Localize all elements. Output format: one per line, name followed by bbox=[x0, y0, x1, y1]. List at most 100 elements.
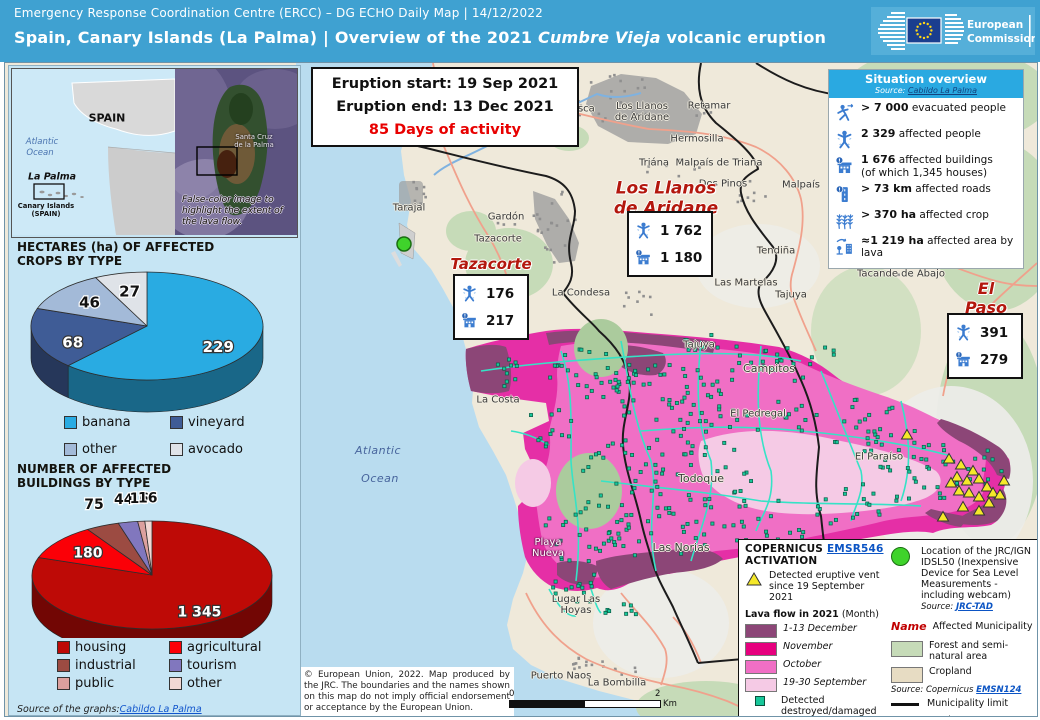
lava-nov-swatch bbox=[745, 641, 777, 656]
svg-text:180: 180 bbox=[73, 545, 102, 561]
affected-people-icon bbox=[954, 323, 973, 342]
affected-lava-area-icon bbox=[834, 236, 855, 257]
tazacorte-buildings-count: 217 bbox=[486, 312, 515, 329]
affected-people-icon bbox=[834, 129, 855, 150]
legend-damaged-building: Detected destroyed/damaged building and/… bbox=[745, 695, 887, 716]
el-paso-stat-box: 391 279 bbox=[947, 313, 1023, 379]
map-place-label: Tarajal bbox=[392, 202, 426, 214]
affected-buildings-icon bbox=[460, 311, 479, 330]
lava-nov: November bbox=[745, 641, 887, 656]
crops-chart-title: HECTARES (ha) OF AFFECTED CROPS BY TYPE bbox=[17, 240, 215, 269]
la-palma-label: La Palma bbox=[27, 171, 77, 183]
legend-idsl: Location of the JRC/IGN IDSL50 (Inexpens… bbox=[891, 546, 1033, 613]
tourism-swatch bbox=[169, 659, 182, 672]
legend-municipality-name: Name Affected Municipality bbox=[891, 619, 1033, 633]
affected-buildings-icon bbox=[954, 350, 973, 369]
affected-people-icon bbox=[460, 284, 479, 303]
map-place-label: Los Llanos de Aridane bbox=[614, 100, 670, 123]
eruption-days: 85 Days of activity bbox=[368, 122, 522, 138]
cabildo-la-palma-link[interactable]: Cabildo La Palma bbox=[119, 704, 202, 715]
map-place-label: Tazacorte bbox=[474, 233, 522, 245]
main-map: PuertoTarajalGardónTazacorteLos Llanos d… bbox=[4, 62, 1038, 717]
eruption-start: Eruption start: 19 Sep 2021 bbox=[331, 76, 559, 92]
idsl50-icon bbox=[891, 547, 910, 566]
map-place-label: Triána bbox=[638, 157, 670, 169]
tazacorte-stat-box: 176 217 bbox=[453, 274, 529, 340]
affected-roads-icon bbox=[834, 184, 855, 205]
lava-flow-legend-title: Lava flow in 2021 (Month) bbox=[745, 608, 880, 620]
map-place-label: El Paraíso bbox=[854, 451, 904, 463]
map-place-label: Dos Pinos bbox=[698, 178, 748, 190]
municipality-limit-icon bbox=[891, 703, 919, 707]
left-panel: SPAIN Atlantic Ocean La Palma Canary Isl… bbox=[8, 65, 301, 716]
lava-dec-swatch bbox=[745, 623, 777, 638]
industrial-swatch bbox=[57, 659, 70, 672]
legend-cropland: Cropland bbox=[891, 666, 1033, 684]
svg-text:27: 27 bbox=[119, 282, 140, 300]
map-place-label: Ocean bbox=[361, 471, 399, 485]
legend-municipality-limit: Municipality limit bbox=[891, 698, 1033, 710]
header: Emergency Response Coordination Centre (… bbox=[0, 0, 1040, 62]
map-place-label: Tendiña bbox=[756, 245, 796, 257]
stat-affected-people: 2 329 affected people bbox=[829, 124, 1023, 150]
map-place-label: Las Martelas bbox=[714, 277, 778, 289]
damaged-building-icon bbox=[755, 695, 765, 706]
scale-bar-graphic bbox=[509, 700, 661, 708]
inset-maps: SPAIN Atlantic Ocean La Palma Canary Isl… bbox=[11, 68, 298, 238]
cabildo-la-palma-link[interactable]: Cabildo La Palma bbox=[907, 86, 977, 95]
svg-text:229: 229 bbox=[203, 338, 234, 356]
svg-text:Commission: Commission bbox=[967, 33, 1035, 45]
false-color-caption: False-color image to highlight the exten… bbox=[182, 195, 283, 227]
legend-title: COPERNICUS EMSR546 ACTIVATION bbox=[745, 543, 884, 567]
map-place-label: La Bombilla bbox=[587, 677, 647, 689]
eruption-dates-box: Eruption start: 19 Sep 2021 Eruption end… bbox=[311, 67, 579, 147]
map-place-label: Las Norias bbox=[652, 540, 710, 554]
stat-evacuated: > 7 000 evacuated people bbox=[829, 98, 1023, 124]
public-swatch bbox=[57, 677, 70, 690]
lava-dec: 1-13 December bbox=[745, 623, 887, 638]
agricultural-swatch bbox=[169, 641, 182, 654]
emsn124-link[interactable]: EMSN124 bbox=[976, 685, 1022, 696]
map-place-label: isca bbox=[575, 103, 595, 115]
santa-cruz-label: Santa Cruz bbox=[235, 133, 273, 141]
buildings-legend: housing agricultural industrial tourism … bbox=[57, 640, 261, 691]
european-commission-logo: European Commission bbox=[871, 7, 1038, 59]
vineyard-swatch bbox=[170, 416, 183, 429]
lava-flow bbox=[465, 319, 1011, 591]
crops-legend: banana vineyard other avocado bbox=[64, 415, 245, 457]
locator-map: SPAIN Atlantic Ocean La Palma Canary Isl… bbox=[12, 69, 175, 235]
map-place-label: Tacande de Abajo bbox=[856, 268, 946, 280]
spain-label: SPAIN bbox=[88, 111, 126, 125]
avocado-swatch bbox=[170, 443, 183, 456]
lava-oct: October bbox=[745, 659, 887, 674]
affected-buildings-icon bbox=[634, 248, 653, 267]
header-subtitle: Emergency Response Coordination Centre (… bbox=[14, 6, 543, 20]
satellite-inset: Santa Cruz de la Palma False-color image… bbox=[175, 69, 297, 235]
map-place-label: Malpaís bbox=[782, 179, 820, 191]
buildings-chart-title: NUMBER OF AFFECTED BUILDINGS BY TYPE bbox=[17, 462, 172, 491]
svg-text:16: 16 bbox=[130, 491, 149, 507]
map-place-label: Tajuya bbox=[775, 289, 807, 301]
landcover-source: Source: Copernicus EMSN124 bbox=[891, 685, 1022, 696]
svg-text:44: 44 bbox=[114, 492, 134, 508]
legend-vent: Detected eruptive vent since 19 Septembe… bbox=[745, 570, 887, 604]
stat-affected-roads: > 73 km affected roads bbox=[829, 179, 1023, 205]
other-crop-swatch bbox=[64, 443, 77, 456]
cropland-swatch bbox=[891, 667, 923, 684]
map-place-label: La Costa bbox=[476, 394, 520, 406]
lava-sep: 19-30 September bbox=[745, 677, 887, 692]
legend-road: Road bbox=[891, 715, 1033, 716]
tazacorte-people-count: 176 bbox=[486, 285, 515, 302]
situation-overview-header: Situation overview Source: Cabildo La Pa… bbox=[829, 70, 1023, 98]
emsr546-link[interactable]: EMSR546 bbox=[826, 543, 884, 555]
crops-pie-chart: 229 68 46 27 bbox=[30, 271, 264, 413]
jrc-tad-link[interactable]: JRC-TAD bbox=[955, 601, 993, 612]
map-place-label: Retamar bbox=[687, 100, 731, 112]
legend-forest: Forest and semi-natural area bbox=[891, 640, 1033, 663]
forest-swatch bbox=[891, 641, 923, 658]
affected-people-icon bbox=[634, 221, 653, 240]
el-paso-buildings-count: 279 bbox=[980, 351, 1009, 368]
